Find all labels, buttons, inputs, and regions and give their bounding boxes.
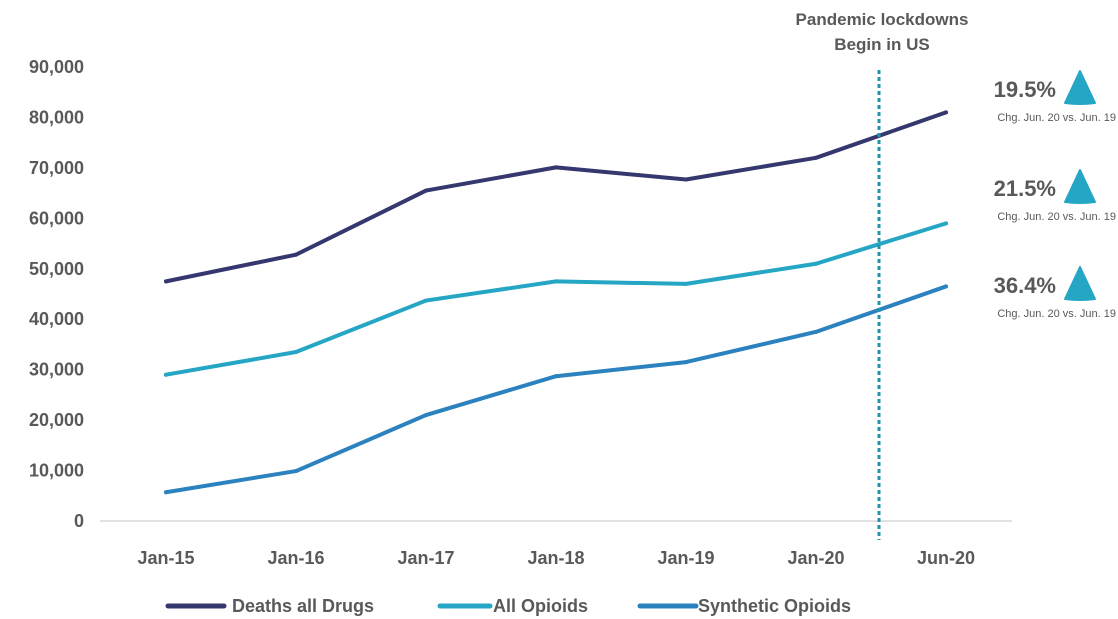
data-point (164, 490, 168, 495)
legend-item: All Opioids (437, 596, 588, 616)
y-tick-label: 30,000 (29, 360, 84, 380)
data-point (294, 350, 298, 355)
data-point (294, 469, 298, 474)
legend: Deaths all Drugs All Opioids Synthetic Opi… (165, 596, 851, 616)
y-axis: 0 10,000 20,000 30,000 40,000 50,000 60,000 70,… (29, 57, 84, 531)
change-annotations: 19.5% Chg. Jun. 20 vs. Jun. 19 21.5% Chg. J… (994, 70, 1116, 320)
change-annotation: 19.5% Chg. Jun. 20 vs. Jun. 19 (994, 70, 1116, 124)
change-percent: 36.4% (994, 273, 1056, 298)
x-tick-label: Jan-16 (267, 548, 324, 568)
lockdown-label-line2: Begin in US (834, 35, 929, 54)
data-point (424, 413, 428, 418)
legend-label: All Opioids (493, 596, 588, 616)
data-point (944, 284, 948, 289)
data-point (684, 360, 688, 365)
y-tick-label: 10,000 (29, 461, 84, 481)
data-point (944, 221, 948, 226)
change-caption: Chg. Jun. 20 vs. Jun. 19 (997, 308, 1116, 320)
data-point (294, 252, 298, 257)
up-arrow-icon (1064, 169, 1096, 204)
legend-item: Synthetic Opioids (637, 596, 851, 616)
data-point (164, 279, 168, 284)
data-point (424, 298, 428, 303)
change-percent: 21.5% (994, 176, 1056, 201)
up-arrow-icon (1064, 70, 1096, 105)
x-tick-label: Jan-18 (527, 548, 584, 568)
y-tick-label: 60,000 (29, 208, 84, 228)
data-point (814, 155, 818, 160)
legend-label: Synthetic Opioids (698, 596, 851, 616)
y-tick-label: 50,000 (29, 259, 84, 279)
x-tick-label: Jan-19 (657, 548, 714, 568)
x-tick-label: Jan-20 (787, 548, 844, 568)
series-line-3 (164, 284, 948, 495)
data-point (554, 374, 558, 379)
data-point (164, 372, 168, 377)
change-annotation: 21.5% Chg. Jun. 20 vs. Jun. 19 (994, 169, 1116, 223)
data-point (424, 188, 428, 193)
series-line-1 (164, 110, 948, 284)
y-tick-label: 80,000 (29, 107, 84, 127)
y-tick-label: 90,000 (29, 57, 84, 77)
y-tick-label: 70,000 (29, 158, 84, 178)
x-tick-label: Jan-15 (137, 548, 194, 568)
data-point (814, 261, 818, 266)
data-point (554, 279, 558, 284)
data-point (684, 177, 688, 182)
lockdown-label-line1: Pandemic lockdowns (796, 10, 969, 29)
change-caption: Chg. Jun. 20 vs. Jun. 19 (997, 112, 1116, 124)
y-tick-label: 20,000 (29, 410, 84, 430)
y-tick-label: 0 (74, 511, 84, 531)
x-tick-label: Jan-17 (397, 548, 454, 568)
x-tick-label: Jun-20 (917, 548, 975, 568)
y-tick-label: 40,000 (29, 309, 84, 329)
change-percent: 19.5% (994, 77, 1056, 102)
change-annotation: 36.4% Chg. Jun. 20 vs. Jun. 19 (994, 266, 1116, 320)
data-point (944, 110, 948, 115)
x-axis: Jan-15 Jan-16 Jan-17 Jan-18 Jan-19 Jan-20 Jun-… (137, 548, 975, 568)
legend-item: Deaths all Drugs (165, 596, 374, 616)
series-line-2 (164, 221, 948, 377)
legend-label: Deaths all Drugs (232, 596, 374, 616)
data-point (554, 165, 558, 170)
series-layer (164, 110, 948, 495)
data-point (814, 329, 818, 334)
change-caption: Chg. Jun. 20 vs. Jun. 19 (997, 211, 1116, 223)
data-point (684, 281, 688, 286)
up-arrow-icon (1064, 266, 1096, 301)
